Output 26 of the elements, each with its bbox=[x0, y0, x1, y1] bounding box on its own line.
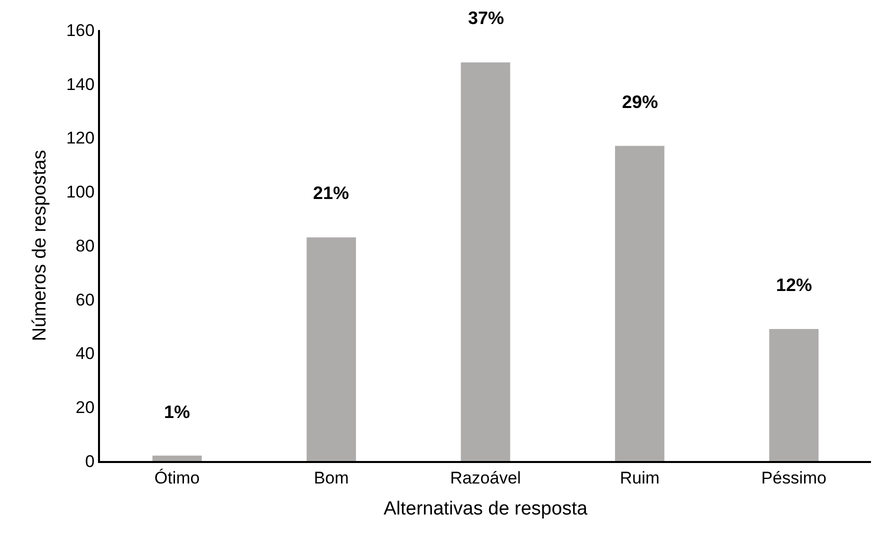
annotation: 1% bbox=[164, 402, 190, 422]
x-tick-label: Bom bbox=[314, 468, 349, 488]
annotation: 29% bbox=[622, 92, 658, 112]
bar bbox=[615, 146, 664, 461]
x-tick-label: Razoável bbox=[450, 468, 521, 488]
y-axis-title: Números de respostas bbox=[30, 150, 51, 342]
bar bbox=[152, 456, 202, 461]
annotation: 37% bbox=[468, 8, 504, 28]
y-tick-label: 160 bbox=[66, 20, 95, 40]
y-tick-label: 20 bbox=[76, 398, 95, 418]
x-axis-title: Alternativas de resposta bbox=[384, 498, 588, 520]
x-tick-label: Ótimo bbox=[154, 468, 200, 488]
annotation: 21% bbox=[313, 183, 350, 203]
y-tick-label: 120 bbox=[66, 128, 95, 148]
y-tick-label: 60 bbox=[76, 290, 95, 310]
y-tick-label: 100 bbox=[66, 182, 95, 202]
y-tick-label: 80 bbox=[76, 236, 95, 256]
bar bbox=[460, 62, 510, 461]
y-tick-label: 0 bbox=[85, 452, 95, 471]
y-tick-label: 140 bbox=[66, 74, 95, 94]
bar bbox=[306, 237, 356, 461]
x-tick-label: Ruim bbox=[620, 468, 660, 488]
bar bbox=[769, 329, 819, 461]
x-tick-label: Péssimo bbox=[761, 468, 826, 488]
annotation: 12% bbox=[776, 275, 812, 295]
y-tick-label: 40 bbox=[76, 344, 95, 364]
